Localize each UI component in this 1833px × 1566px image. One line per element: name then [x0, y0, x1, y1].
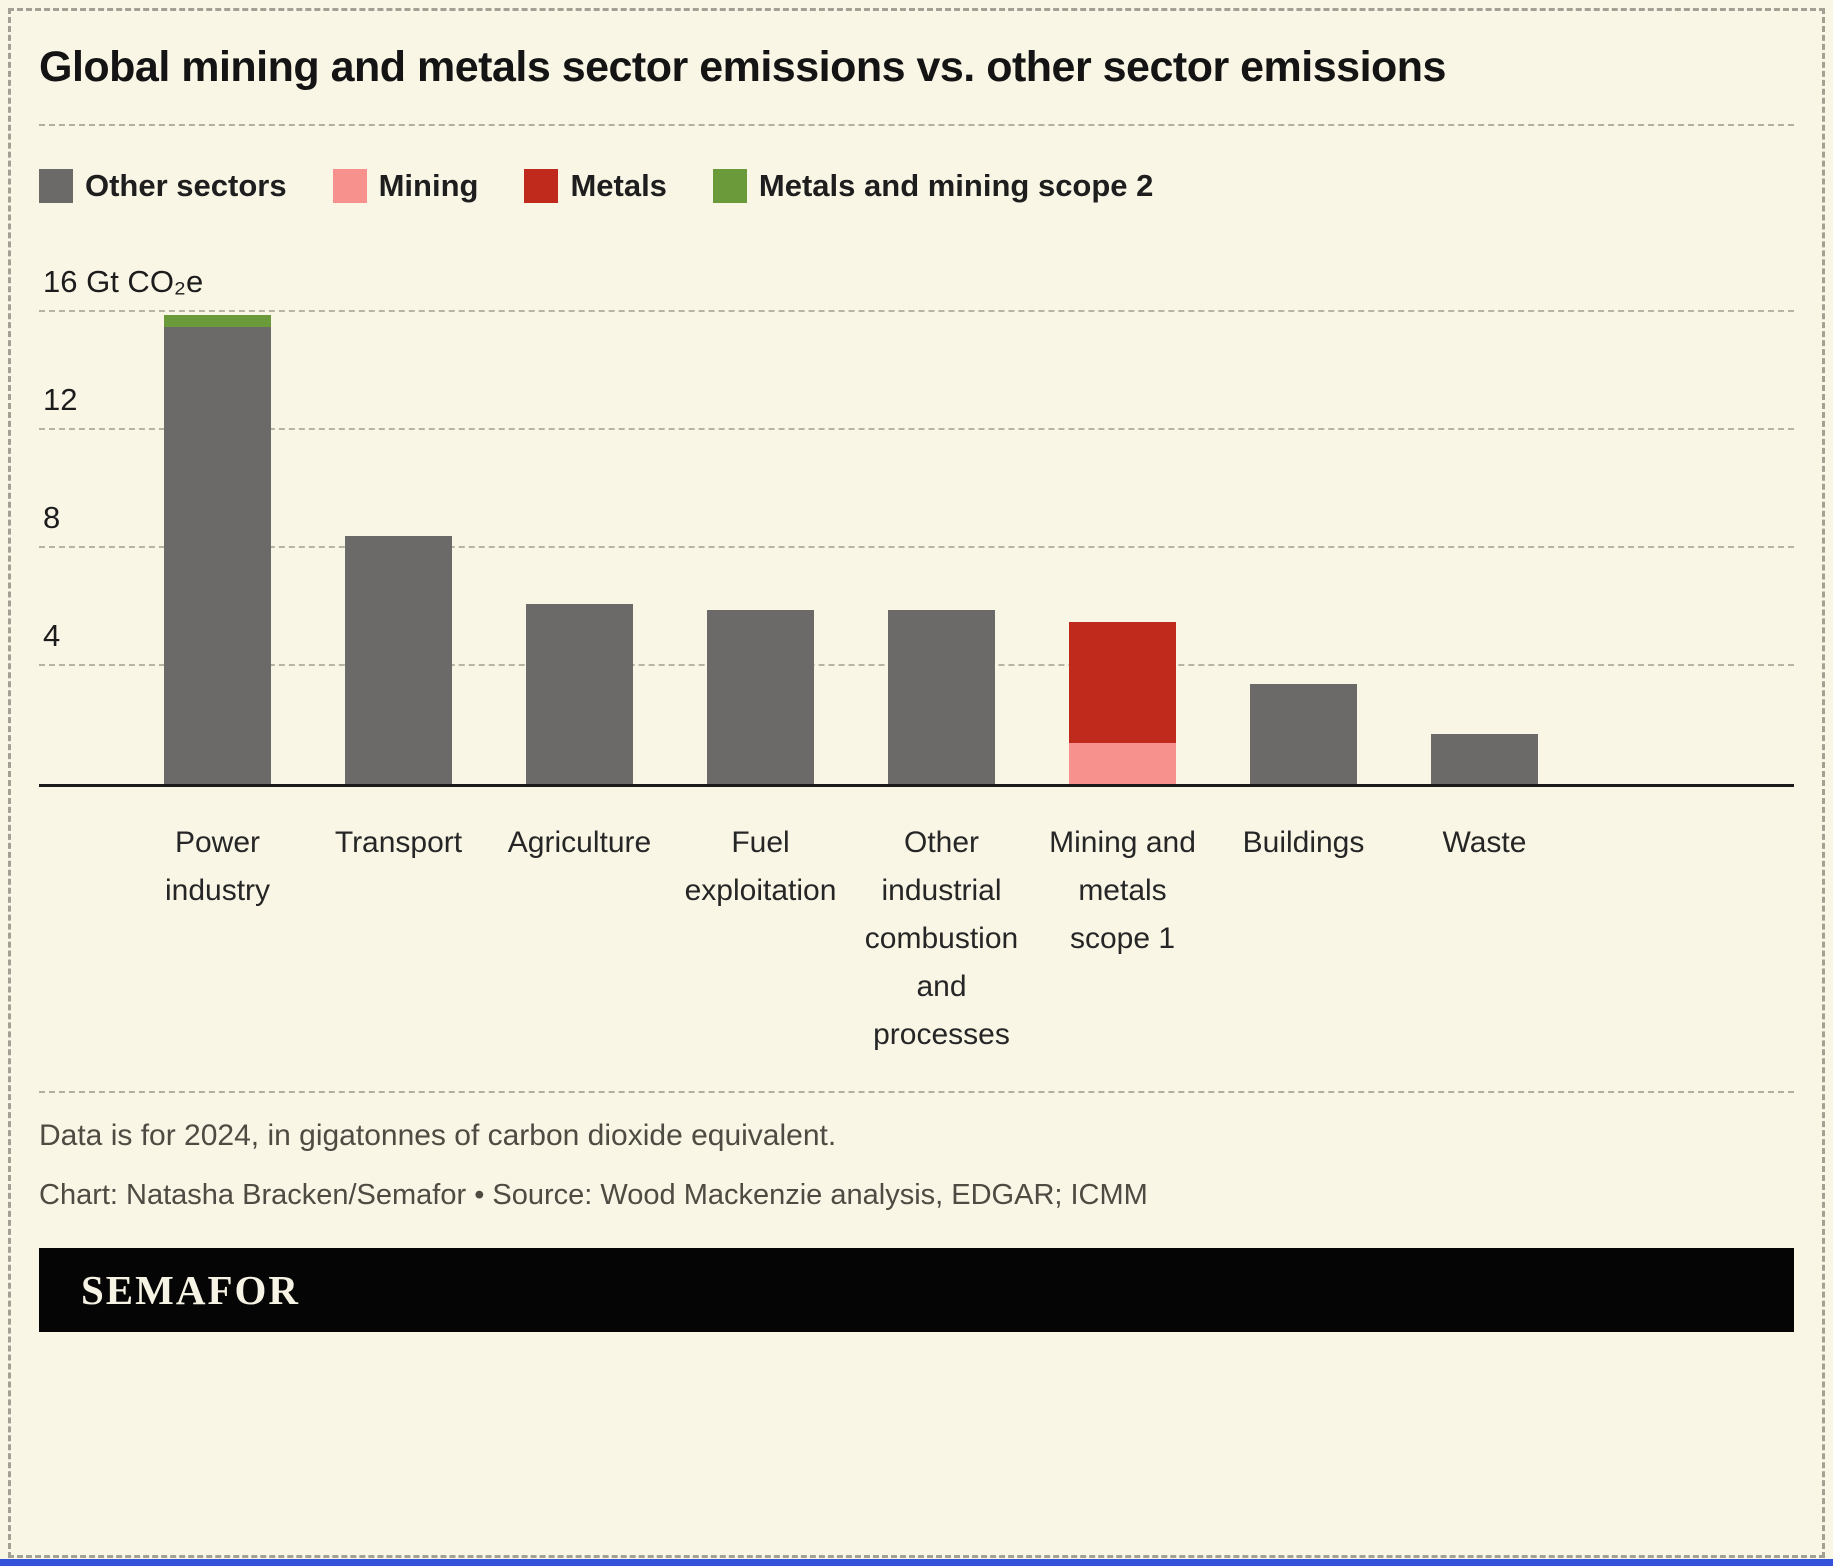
- category-label-slot: Power industry: [127, 819, 308, 1063]
- legend-swatch: [39, 169, 73, 203]
- category-label: Buildings: [1242, 826, 1365, 859]
- legend-swatch: [332, 169, 367, 203]
- legend-swatch: [712, 169, 747, 203]
- bar-segment: [888, 609, 995, 784]
- bar-stack: [1069, 312, 1176, 784]
- bar-group: [127, 312, 308, 784]
- category-labels-row: Power industry Transport Agriculture Fuel e…: [127, 819, 1794, 1063]
- data-note: Data is for 2024, in gigatonnes of carbo…: [39, 1119, 837, 1152]
- bottom-accent-line: [0, 1559, 1833, 1566]
- footer-bar: SEMAFOR: [39, 1248, 1794, 1332]
- category-label-slot: Agriculture: [489, 819, 670, 1063]
- legend-item: Mining: [332, 168, 479, 204]
- category-label: Mining and metals scope 1: [1049, 826, 1196, 955]
- bar-stack: [1250, 312, 1357, 784]
- legend-label: Mining: [378, 168, 479, 203]
- bar-segment: [1069, 621, 1176, 743]
- legend-label: Other sectors: [85, 168, 287, 203]
- bar-group: [1032, 312, 1213, 784]
- legend-item: Metals: [524, 168, 667, 204]
- bar-stack: [526, 312, 633, 784]
- bar-stack: [888, 312, 995, 784]
- divider: [39, 124, 1794, 126]
- bars-row: [127, 312, 1575, 784]
- bar-segment: [164, 326, 271, 784]
- category-label: Power industry: [164, 826, 271, 907]
- y-tick-label: 8: [43, 500, 61, 535]
- category-label: Waste: [1442, 826, 1527, 859]
- gridline: [39, 546, 1794, 548]
- chart-title: Global mining and metals sector emission…: [39, 43, 1446, 91]
- category-label: Agriculture: [507, 826, 652, 859]
- category-label-slot: Transport: [308, 819, 489, 1063]
- category-label: Transport: [334, 826, 463, 859]
- bar-group: [670, 312, 851, 784]
- bar-segment: [526, 604, 633, 784]
- bar-segment: [1069, 742, 1176, 784]
- category-label-slot: Other industrial combustion and processe…: [851, 819, 1032, 1063]
- credit-line: Chart: Natasha Bracken/Semafor • Source:…: [39, 1179, 1148, 1211]
- bar-group: [851, 312, 1032, 784]
- category-label: Fuel exploitation: [684, 826, 837, 907]
- bar-group: [308, 312, 489, 784]
- bar-segment: [707, 609, 814, 784]
- semafor-logo: SEMAFOR: [81, 1267, 300, 1313]
- bar-segment: [1431, 733, 1538, 784]
- bar-stack: [164, 312, 271, 784]
- chart-card: Global mining and metals sector emission…: [8, 8, 1825, 1558]
- gridline: [39, 310, 1794, 312]
- category-label-slot: Buildings: [1213, 819, 1394, 1063]
- bar-segment: [345, 536, 452, 784]
- legend-item: Metals and mining scope 2: [712, 168, 1154, 204]
- bar-group: [489, 312, 670, 784]
- bar-segment: [1250, 683, 1357, 784]
- bar-stack: [707, 312, 814, 784]
- bar-segment: [164, 314, 271, 327]
- legend: Other sectors Mining Metals Metals and mini…: [39, 168, 1794, 204]
- divider: [39, 1091, 1794, 1093]
- category-label-slot: Waste: [1394, 819, 1575, 1063]
- y-tick-label: 16 Gt CO₂e: [43, 264, 204, 299]
- y-tick-label: 4: [43, 618, 61, 653]
- legend-label: Metals: [570, 168, 667, 203]
- category-label: Other industrial combustion and processe…: [864, 826, 1019, 1051]
- chart-plot: 4 8 12 16 Gt CO₂e: [39, 264, 1794, 787]
- legend-label: Metals and mining scope 2: [758, 168, 1154, 203]
- category-label-slot: Mining and metals scope 1: [1032, 819, 1213, 1063]
- bar-group: [1394, 312, 1575, 784]
- category-label-slot: Fuel exploitation: [670, 819, 851, 1063]
- bar-group: [1213, 312, 1394, 784]
- legend-swatch: [524, 169, 559, 203]
- legend-item: Other sectors: [39, 168, 287, 204]
- y-tick-label: 12: [43, 382, 78, 417]
- gridline: [39, 428, 1794, 430]
- bar-stack: [345, 312, 452, 784]
- bar-stack: [1431, 312, 1538, 784]
